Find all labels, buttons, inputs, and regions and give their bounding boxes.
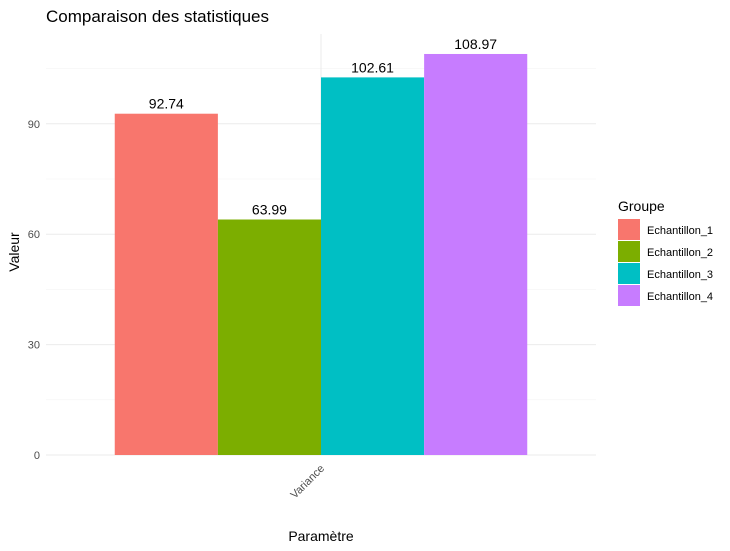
legend-label: Echantillon_4 — [647, 291, 713, 303]
bar-value-label: 92.74 — [149, 96, 184, 112]
bar-echantillon-4 — [424, 53, 528, 455]
legend-label: Echantillon_3 — [647, 269, 713, 281]
legend-key — [618, 241, 640, 262]
bar-value-label: 63.99 — [252, 202, 287, 218]
x-tick-label: Variance — [289, 463, 328, 502]
bar-value-label: 108.97 — [454, 36, 497, 52]
legend-label: Echantillon_2 — [647, 247, 713, 259]
y-tick-label: 30 — [28, 340, 40, 352]
bar-echantillon-1 — [114, 113, 218, 455]
y-tick-label: 90 — [28, 119, 40, 131]
y-axis-title: Valeur — [6, 232, 22, 272]
legend-label: Echantillon_1 — [647, 225, 713, 237]
bar-echantillon-2 — [217, 219, 321, 455]
legend: Groupe Echantillon_1 Echantillon_2 Echanti… — [618, 198, 713, 306]
legend-title: Groupe — [618, 198, 665, 214]
bars — [114, 53, 528, 455]
legend-key — [618, 285, 640, 306]
y-tick-label: 60 — [28, 229, 40, 241]
bar-echantillon-3 — [321, 77, 425, 455]
x-axis-title: Paramètre — [288, 528, 354, 544]
legend-key — [618, 263, 640, 284]
y-axis-ticks: 0 30 60 90 — [28, 119, 40, 462]
chart-title: Comparaison des statistiques — [46, 7, 269, 26]
x-axis-ticks: Variance — [289, 463, 328, 502]
y-tick-label: 0 — [34, 450, 40, 462]
legend-key — [618, 219, 640, 240]
bar-value-label: 102.61 — [351, 59, 394, 75]
bar-labels: 92.74 63.99 102.61 108.97 — [149, 36, 498, 218]
